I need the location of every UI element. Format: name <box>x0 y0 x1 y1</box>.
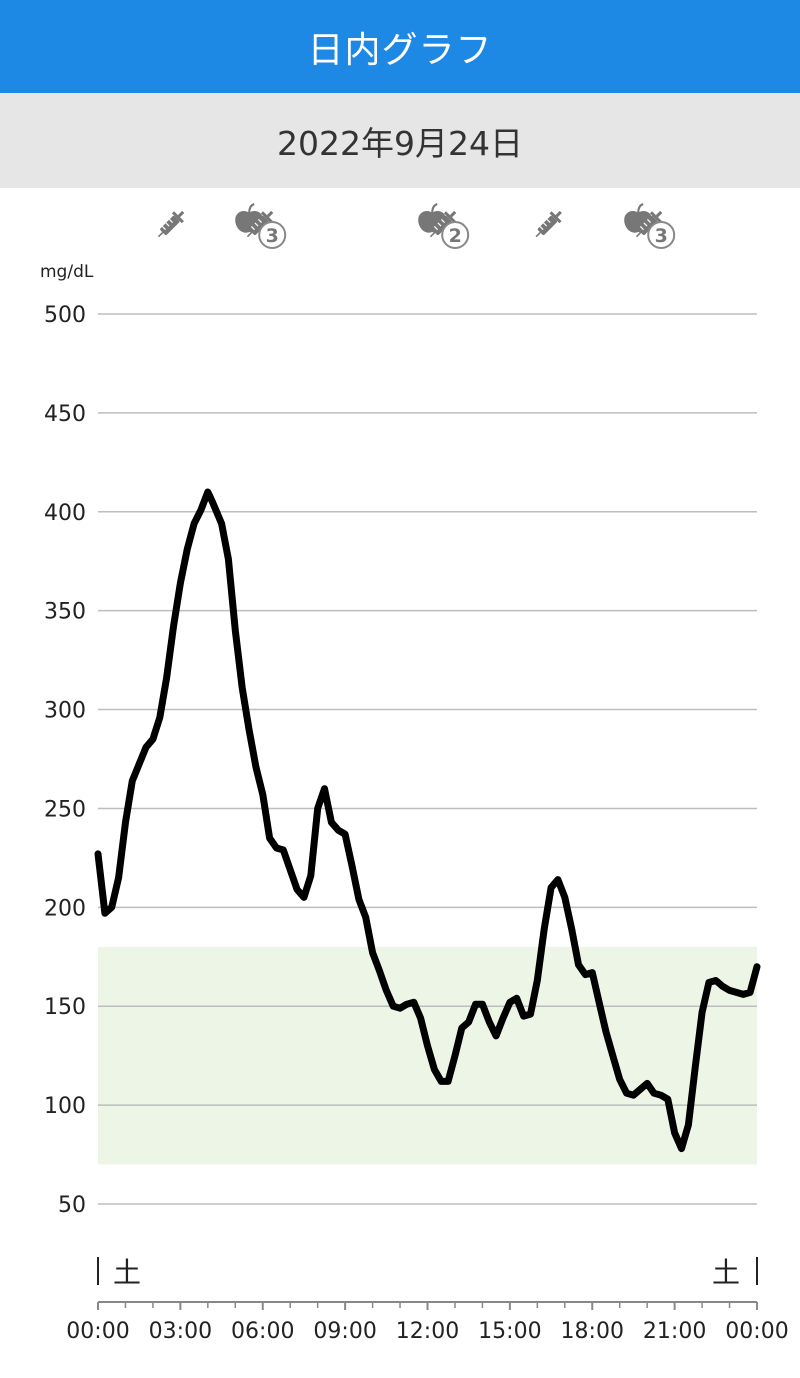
meal-insulin-icon[interactable]: 3 <box>623 203 676 249</box>
x-tick-label: 06:00 <box>231 1319 294 1344</box>
y-tick-label: 450 <box>44 402 86 427</box>
x-tick-label: 21:00 <box>643 1319 706 1344</box>
meal-insulin-icon[interactable]: 3 <box>234 203 287 249</box>
y-tick-label: 400 <box>44 501 86 526</box>
x-tick-label: 03:00 <box>149 1319 212 1344</box>
dose-badge: 2 <box>441 221 470 249</box>
syringe-icon[interactable] <box>152 206 189 243</box>
day-label-end: 土 <box>712 1256 740 1289</box>
event-markers: 3 2 3 <box>152 203 676 249</box>
dose-badge-number: 3 <box>266 225 279 247</box>
y-tick-label: 250 <box>44 797 86 822</box>
x-tick-label: 12:00 <box>396 1319 459 1344</box>
date-label: 2022年9月24日 <box>277 123 523 163</box>
day-label-start: 土 <box>113 1256 141 1289</box>
grid-lines <box>98 313 757 1205</box>
page-title: 日内グラフ <box>307 29 493 71</box>
syringe-icon[interactable] <box>530 206 567 243</box>
y-tick-label: 100 <box>44 1094 86 1119</box>
y-tick-label: 500 <box>44 303 86 328</box>
dose-badge-number: 3 <box>655 225 668 247</box>
y-tick-label: 50 <box>58 1193 86 1218</box>
x-tick-label: 15:00 <box>478 1319 541 1344</box>
x-tick-label: 00:00 <box>66 1319 129 1344</box>
y-tick-label: 150 <box>44 995 86 1020</box>
y-tick-label: 300 <box>44 699 86 724</box>
app-header: 日内グラフ <box>0 0 800 93</box>
dose-badge: 3 <box>258 221 287 249</box>
y-axis-tick-labels: 500 450 400 350 300 250 200 150 100 50 <box>44 303 86 1218</box>
x-tick-label: 09:00 <box>313 1319 376 1344</box>
dose-badge: 3 <box>647 221 676 249</box>
glucose-series-line <box>94 488 761 1153</box>
dose-badge-number: 2 <box>449 225 462 247</box>
x-tick-label: 00:00 <box>725 1319 788 1344</box>
y-axis-unit-label: mg/dL <box>40 262 94 282</box>
y-tick-label: 200 <box>44 896 86 921</box>
x-axis-ticks: 00:00 03:00 06:00 09:00 12:00 15:00 18:00 21:00… <box>66 1302 789 1344</box>
y-tick-label: 350 <box>44 600 86 625</box>
x-tick-label: 18:00 <box>561 1319 624 1344</box>
meal-insulin-icon[interactable]: 2 <box>417 203 470 249</box>
date-bar[interactable]: 2022年9月24日 <box>0 93 800 188</box>
